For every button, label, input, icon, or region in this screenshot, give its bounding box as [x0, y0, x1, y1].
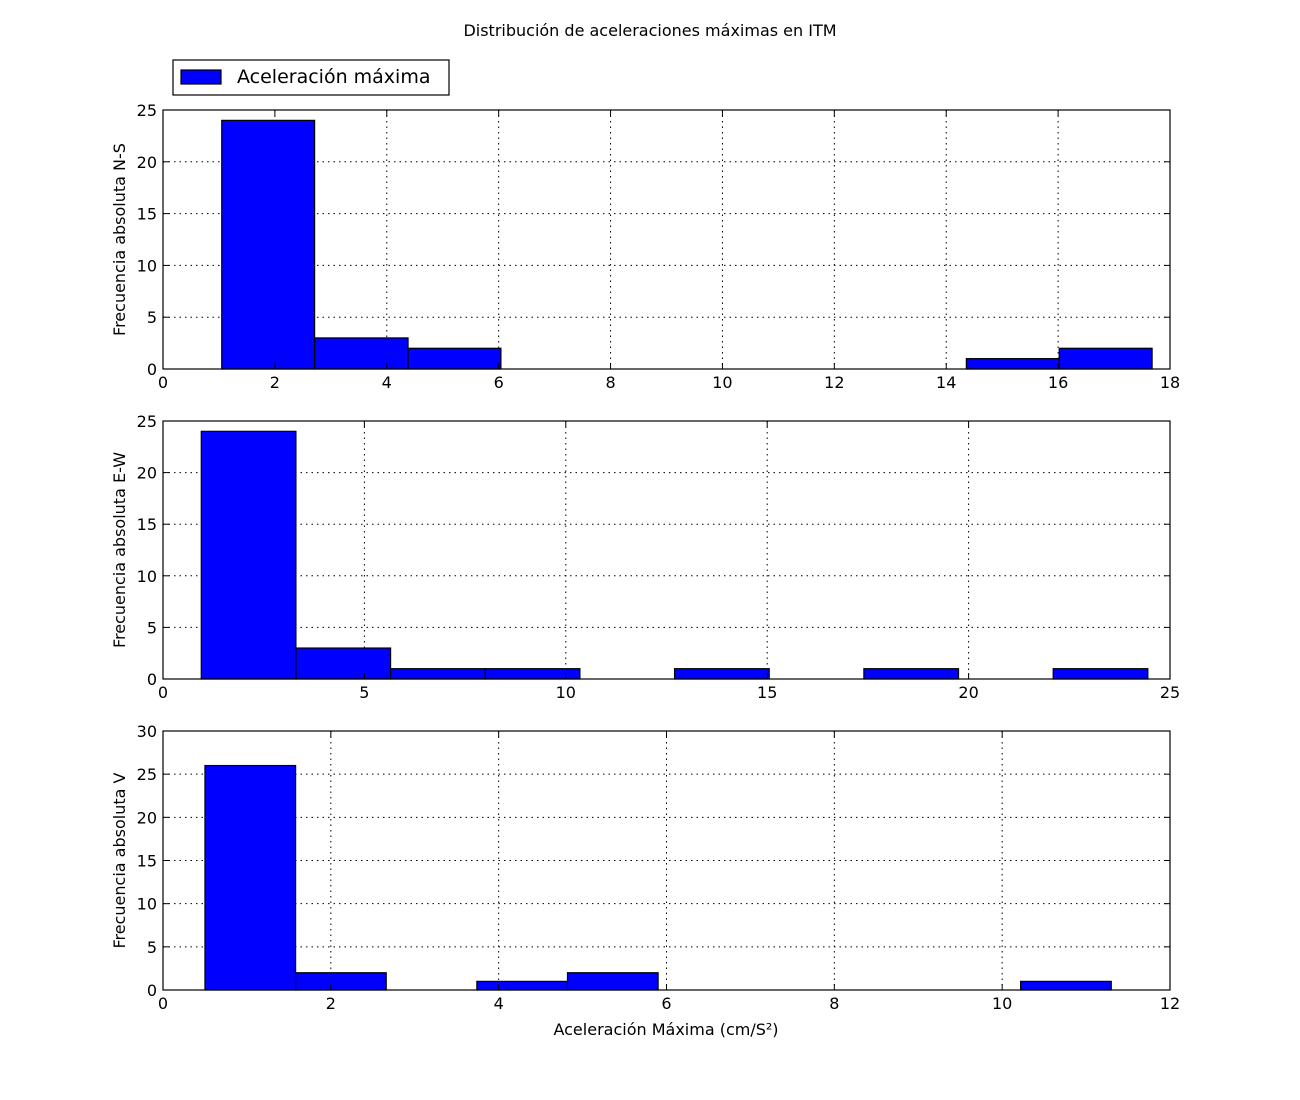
y-tick-label: 25: [137, 765, 157, 784]
legend-swatch: [180, 69, 222, 85]
histogram-bar: [221, 119, 316, 370]
x-tick-label: 0: [158, 994, 168, 1013]
histogram-bar: [295, 647, 392, 680]
histogram-bar: [314, 337, 409, 370]
histogram-bar: [1058, 347, 1153, 370]
x-tick-label: 16: [1048, 373, 1068, 392]
panel-3: 0 2 4 6 8 10 12 0 5 10 15 20 25 30 Frecuencia absoluta…: [110, 722, 1180, 1013]
panel-1: 0 2 4 6 8 10 12 14 16 18 0 5 10 15 20 25 Frecuencia abso…: [110, 101, 1180, 392]
histogram-bar: [965, 358, 1060, 370]
histogram-bar: [566, 972, 659, 991]
legend: Aceleración máxima: [172, 59, 450, 96]
y-tick-label: 20: [137, 153, 157, 172]
y-tick-label: 5: [147, 938, 157, 957]
y-tick-label: 5: [147, 308, 157, 327]
y-tick-label: 5: [147, 618, 157, 637]
x-tick-label: 12: [1160, 994, 1180, 1013]
x-tick-label: 18: [1160, 373, 1180, 392]
histogram-bar: [1020, 980, 1112, 991]
x-tick-label: 4: [494, 994, 504, 1013]
panel-2: 0 5 10 15 20 25 0 5 10 15 20 25 Frecuencia absoluta …: [110, 412, 1180, 702]
histogram-bar: [673, 668, 770, 680]
x-tick-label: 10: [712, 373, 732, 392]
x-tick-label: 14: [936, 373, 956, 392]
histogram-bar: [476, 980, 569, 991]
histogram-bar: [294, 972, 387, 991]
y-tick-label: 10: [137, 256, 157, 275]
x-tick-label: 0: [158, 373, 168, 392]
x-tick-label: 12: [824, 373, 844, 392]
x-tick-label: 15: [757, 683, 777, 702]
y-tick-label: 15: [137, 515, 157, 534]
histogram-bar: [1052, 668, 1149, 680]
y-tick-label: 30: [137, 722, 157, 741]
histogram-bar: [389, 668, 486, 680]
y-tick-label: 15: [137, 852, 157, 871]
plot-frame: [162, 420, 1171, 680]
y-tick-label: 10: [137, 567, 157, 586]
histogram-bar: [407, 347, 502, 370]
y-axis-label: Frecuencia absoluta V: [110, 772, 129, 948]
y-tick-label: 20: [137, 808, 157, 827]
y-tick-label: 20: [137, 464, 157, 483]
x-tick-label: 25: [1160, 683, 1180, 702]
y-axis-label: Frecuencia absoluta E-W: [110, 452, 129, 648]
y-tick-label: 10: [137, 895, 157, 914]
x-tick-label: 8: [829, 994, 839, 1013]
x-tick-label: 4: [382, 373, 392, 392]
y-tick-label: 0: [147, 670, 157, 689]
x-tick-label: 10: [556, 683, 576, 702]
x-tick-label: 8: [605, 373, 615, 392]
y-tick-label: 25: [137, 412, 157, 431]
y-tick-label: 15: [137, 205, 157, 224]
histogram-bar: [200, 430, 297, 680]
x-tick-label: 6: [494, 373, 504, 392]
histogram-bar: [204, 764, 297, 991]
plot-frame: [162, 109, 1171, 370]
x-tick-label: 2: [326, 994, 336, 1013]
x-tick-label: 10: [992, 994, 1012, 1013]
y-axis-label: Frecuencia absoluta N-S: [110, 143, 129, 336]
y-tick-label: 0: [147, 360, 157, 379]
histogram-bar: [863, 668, 960, 680]
x-tick-label: 0: [158, 683, 168, 702]
x-tick-label: 5: [359, 683, 369, 702]
y-tick-label: 25: [137, 101, 157, 120]
legend-label: Aceleración máxima: [237, 66, 430, 88]
x-tick-label: 6: [661, 994, 671, 1013]
x-tick-label: 20: [958, 683, 978, 702]
x-axis-label: Aceleración Máxima (cm/S²): [553, 1020, 778, 1039]
x-tick-label: 2: [270, 373, 280, 392]
y-tick-label: 0: [147, 981, 157, 1000]
chart-title: Distribución de aceleraciones máximas en…: [463, 21, 836, 40]
